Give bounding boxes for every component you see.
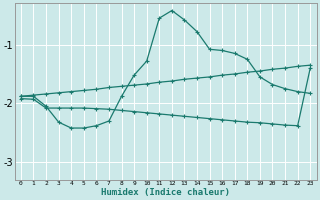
X-axis label: Humidex (Indice chaleur): Humidex (Indice chaleur) xyxy=(101,188,230,197)
